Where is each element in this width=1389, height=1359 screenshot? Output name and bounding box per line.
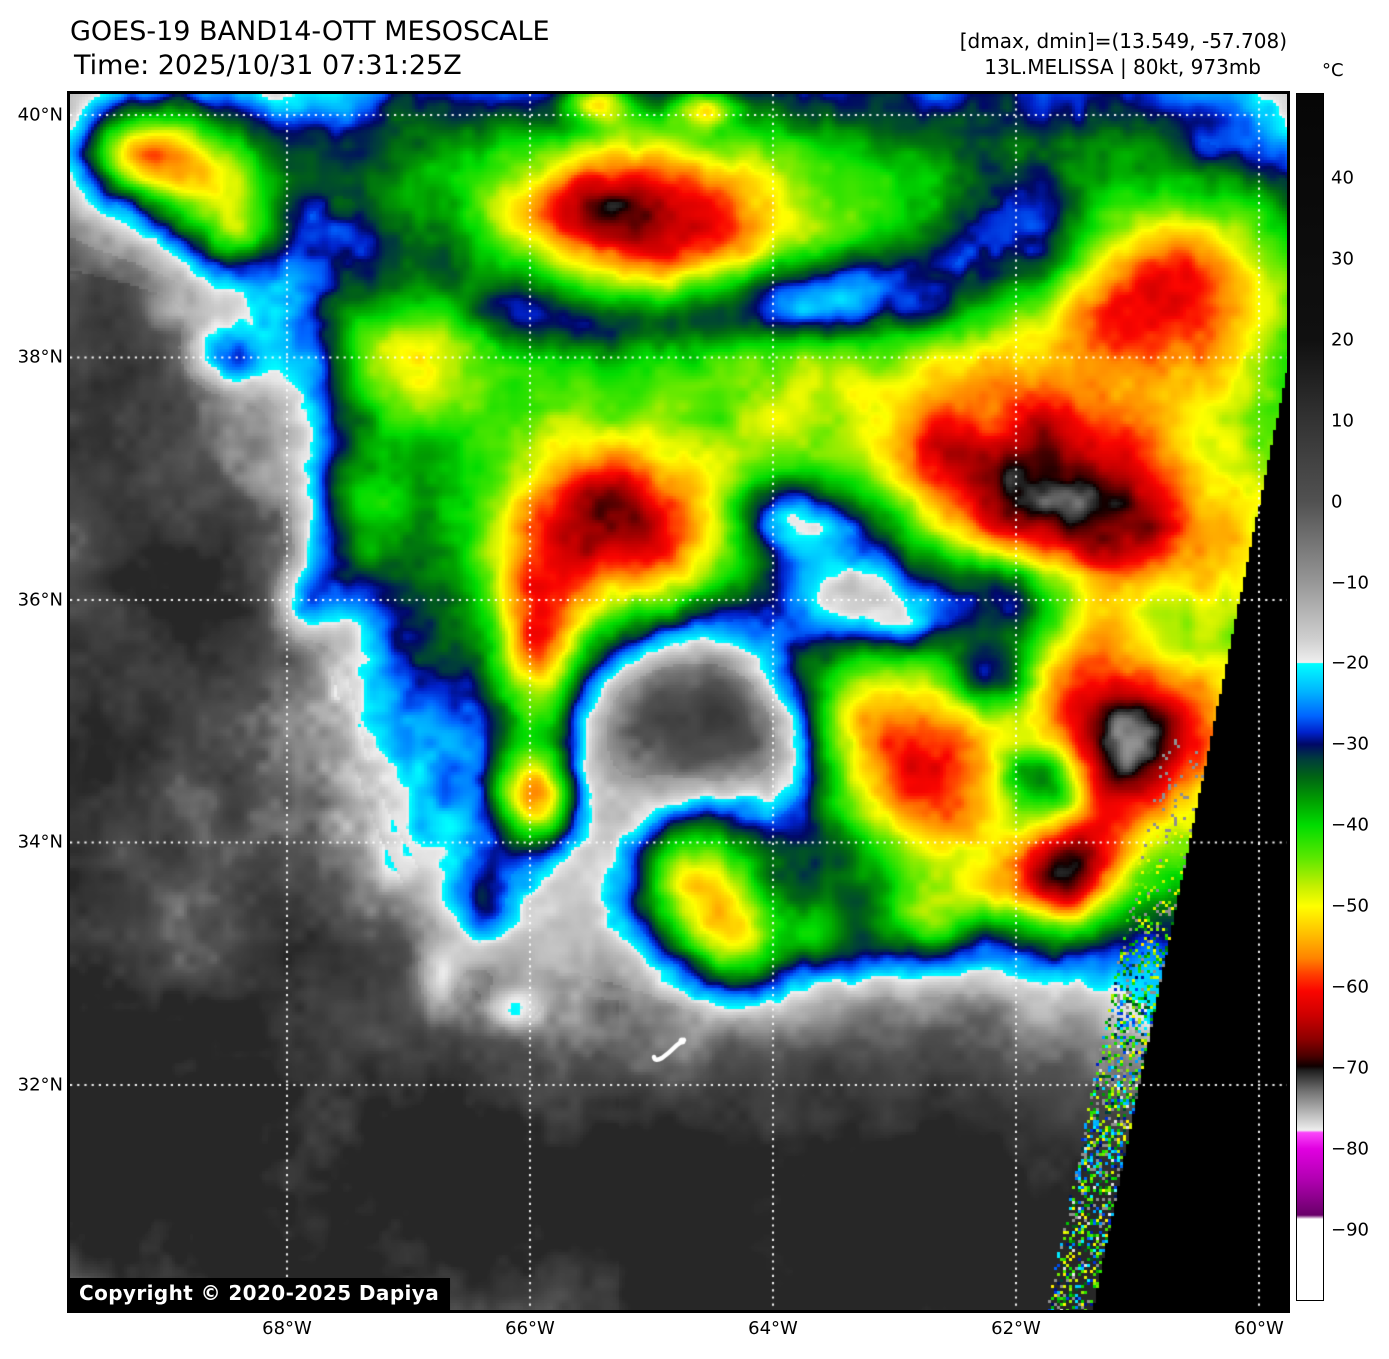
colorbar-tick-label: −60 bbox=[1331, 976, 1369, 998]
colorbar-gradient bbox=[1296, 93, 1324, 1301]
lon-tick-label: 64°W bbox=[748, 1318, 798, 1339]
colorbar-tick-label: 0 bbox=[1331, 491, 1343, 513]
product-title: GOES-19 BAND14-OTT MESOSCALE bbox=[70, 16, 550, 47]
colorbar-tick-label: −50 bbox=[1331, 895, 1369, 917]
colorbar-tick-label: −10 bbox=[1331, 572, 1369, 594]
colorbar-tick-label: −80 bbox=[1331, 1138, 1369, 1160]
satellite-map-frame: Copyright © 2020-2025 Dapiya bbox=[67, 91, 1290, 1313]
lat-tick-label: 34°N bbox=[17, 831, 63, 853]
colorbar-tick-label: −90 bbox=[1331, 1219, 1369, 1241]
lat-tick-label: 40°N bbox=[17, 104, 63, 126]
lat-tick-label: 36°N bbox=[17, 589, 63, 611]
colorbar-tick-label: −20 bbox=[1331, 652, 1369, 674]
colorbar-tick-label: 10 bbox=[1331, 410, 1354, 432]
dmax-dmin-readout: [dmax, dmin]=(13.549, -57.708) bbox=[959, 29, 1287, 53]
colorbar-tick-label: −40 bbox=[1331, 814, 1369, 836]
colorbar-tick-label: 40 bbox=[1331, 167, 1354, 189]
lon-tick-label: 62°W bbox=[991, 1318, 1041, 1339]
colorbar-tick-label: 20 bbox=[1331, 329, 1354, 351]
lon-tick-label: 60°W bbox=[1234, 1318, 1284, 1339]
lat-tick-label: 32°N bbox=[17, 1074, 63, 1096]
lon-tick-label: 68°W bbox=[262, 1318, 312, 1339]
lat-tick-label: 38°N bbox=[17, 346, 63, 368]
colorbar-tick-label: −30 bbox=[1331, 733, 1369, 755]
lon-tick-label: 66°W bbox=[505, 1318, 555, 1339]
colorbar-tick-label: −70 bbox=[1331, 1057, 1369, 1079]
colorbar-tick-label: 30 bbox=[1331, 248, 1354, 270]
header-right: [dmax, dmin]=(13.549, -57.708) 13L.MELIS… bbox=[960, 28, 1287, 80]
copyright-overlay: Copyright © 2020-2025 Dapiya bbox=[70, 1278, 451, 1310]
satellite-imagery-canvas bbox=[70, 94, 1287, 1310]
timestamp: Time: 2025/10/31 07:31:25Z bbox=[74, 50, 462, 81]
colorbar-unit-label: °C bbox=[1322, 60, 1344, 81]
storm-info: 13L.MELISSA | 80kt, 973mb bbox=[984, 55, 1261, 79]
